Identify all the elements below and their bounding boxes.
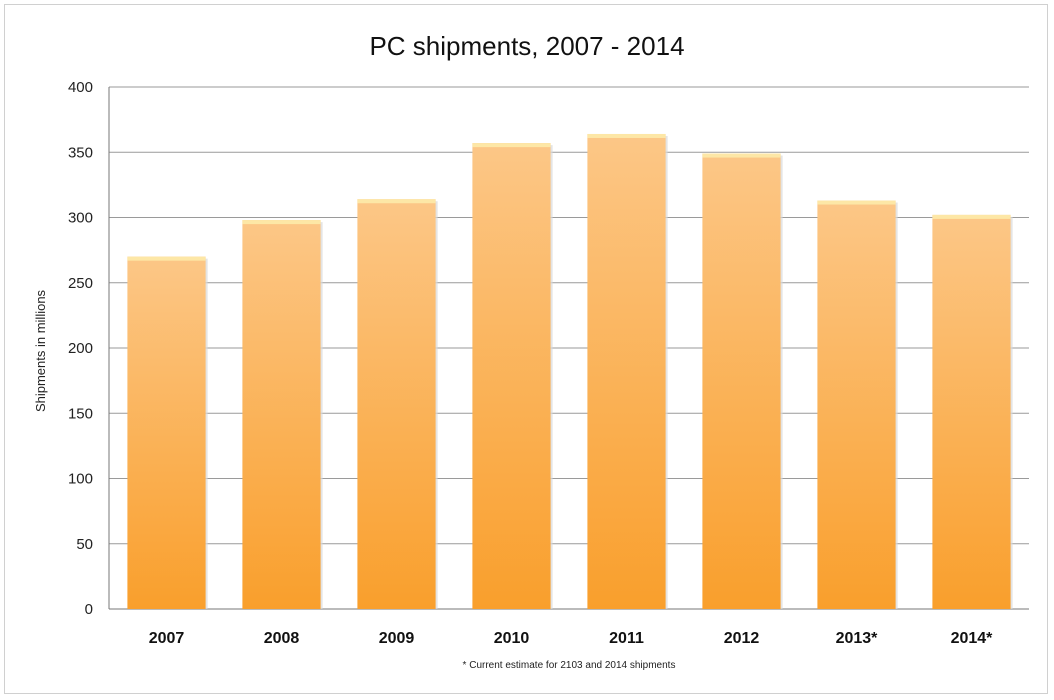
chart-title: PC shipments, 2007 - 2014 xyxy=(369,31,684,61)
bar-highlight xyxy=(127,256,206,261)
bar-2007 xyxy=(127,256,208,609)
x-tick-label: 2011 xyxy=(609,630,644,647)
bar xyxy=(242,220,321,610)
y-tick-label: 300 xyxy=(68,210,93,227)
footnote: * Current estimate for 2103 and 2014 shi… xyxy=(463,660,676,671)
y-axis-label: Shipments in millions xyxy=(33,289,48,412)
x-tick-label: 2013* xyxy=(836,630,879,647)
x-tick-label: 2012 xyxy=(724,630,760,647)
y-tick-label: 400 xyxy=(68,79,93,96)
bar-highlight xyxy=(472,143,551,148)
x-tick-label: 2010 xyxy=(494,630,530,647)
y-tick-label: 350 xyxy=(68,144,93,161)
y-tick-label: 50 xyxy=(76,536,93,553)
bar-highlight xyxy=(932,214,1011,219)
bar xyxy=(932,214,1011,609)
chart-frame: PC shipments, 2007 - 2014 0 50 100 150 200 25… xyxy=(4,4,1048,694)
x-tick-label: 2009 xyxy=(379,630,415,647)
x-tick-label: 2014* xyxy=(951,630,994,647)
bar-2013* xyxy=(817,200,898,609)
y-tick-label: 150 xyxy=(68,405,93,422)
bar xyxy=(472,143,551,610)
bar-2012 xyxy=(702,153,783,609)
bar-2008 xyxy=(242,220,323,610)
bar xyxy=(127,256,206,609)
bar-highlight xyxy=(587,133,666,138)
bar xyxy=(702,153,781,609)
y-tick-label: 200 xyxy=(68,340,93,357)
bar xyxy=(817,200,896,609)
x-tick-label: 2007 xyxy=(149,630,185,647)
bar xyxy=(587,133,666,610)
y-tick-label: 100 xyxy=(68,471,93,488)
bar-highlight xyxy=(357,199,436,204)
bar-2014* xyxy=(932,214,1013,609)
y-tick-label: 0 xyxy=(85,601,93,618)
y-axis-tick-labels: 0 50 100 150 200 250 300 350 400 xyxy=(68,79,93,618)
x-axis-category-labels: 2007 2008 2009 2010 2011 2012 2013* 2014* xyxy=(149,630,993,647)
bar-highlight xyxy=(702,153,781,158)
bar-highlight xyxy=(242,220,321,225)
bars xyxy=(127,133,1013,610)
bar-2009 xyxy=(357,199,438,610)
bar-highlight xyxy=(817,200,896,205)
bar-2011 xyxy=(587,133,668,610)
bar-2010 xyxy=(472,143,553,610)
x-tick-label: 2008 xyxy=(264,630,300,647)
bar-chart: PC shipments, 2007 - 2014 0 50 100 150 200 25… xyxy=(33,31,1029,671)
bar xyxy=(357,199,436,610)
y-tick-label: 250 xyxy=(68,275,93,292)
